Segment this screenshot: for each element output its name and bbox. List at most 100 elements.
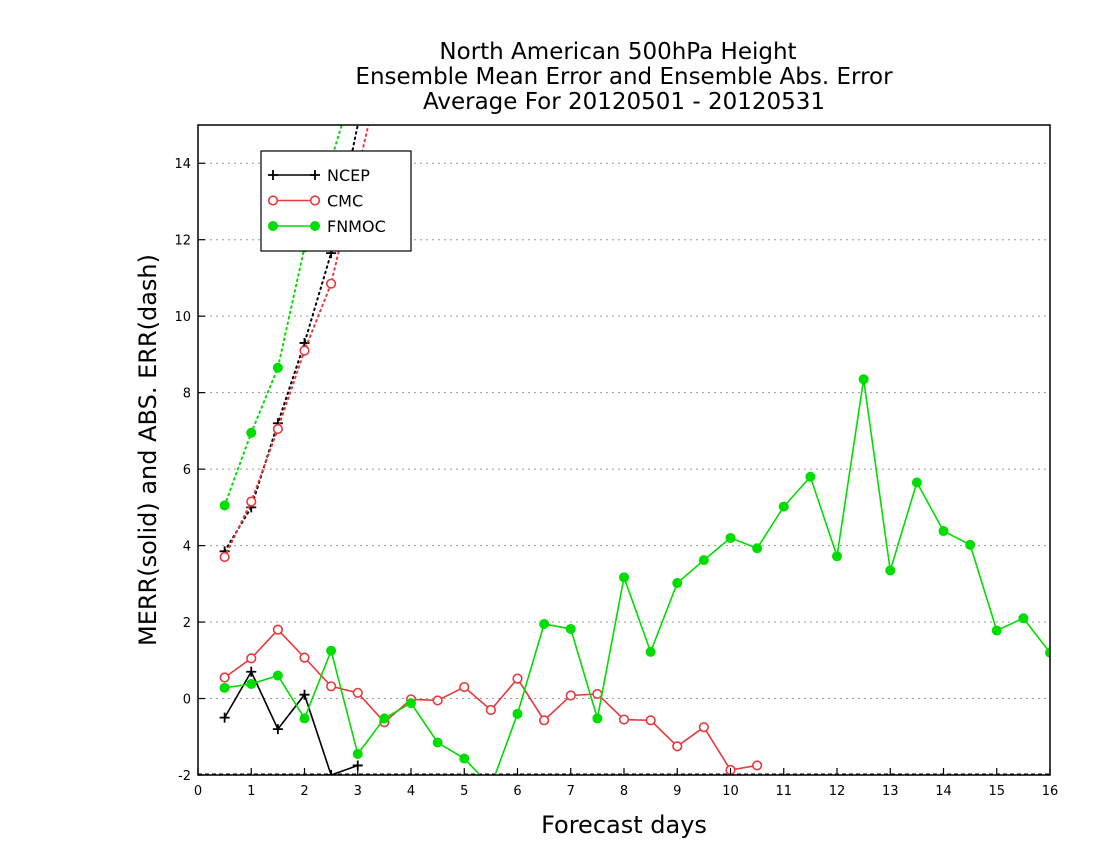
fnmoc-merr-point: [272, 670, 283, 681]
fnmoc-abs-err-point: [272, 362, 283, 373]
cmc-merr-point: [299, 652, 310, 663]
y-tick-label: 2: [183, 616, 191, 631]
cmc-merr-point: [272, 624, 283, 635]
fnmoc-merr-point: [672, 578, 683, 589]
fnmoc-merr-point: [1018, 613, 1029, 624]
ncep-merr-point: [299, 689, 310, 700]
ncep-merr-point: [272, 724, 283, 735]
x-tick-label: 14: [935, 784, 952, 799]
fnmoc-merr-point: [832, 551, 842, 562]
fnmoc-merr-point: [219, 682, 230, 693]
cmc-merr-point: [219, 672, 230, 683]
ncep-merr-point: [326, 770, 337, 775]
ncep-merr-point: [246, 666, 257, 677]
fnmoc-merr-point: [805, 471, 816, 482]
x-tick-label: 3: [354, 784, 362, 799]
y-tick-label: 6: [183, 463, 191, 478]
cmc-merr-point: [565, 690, 576, 701]
chart-title-line-3: Average For 20120501 - 20120531: [423, 89, 825, 115]
cmc-merr-point: [352, 687, 363, 698]
fnmoc-merr-point: [965, 539, 976, 550]
cmc-merr-point: [246, 653, 257, 664]
fnmoc-merr-point: [379, 713, 390, 724]
fnmoc-merr-point: [326, 645, 337, 656]
fnmoc-merr-point: [619, 572, 629, 583]
fnmoc-merr-point: [246, 679, 257, 689]
legend-marker-fnmoc: [310, 221, 320, 231]
x-tick-label: 7: [567, 784, 575, 799]
cmc-abs-err-point: [299, 345, 310, 356]
x-tick-label: 10: [722, 784, 739, 799]
y-axis-label: MERR(solid) and ABS. ERR(dash): [134, 254, 162, 646]
fnmoc-merr-point: [406, 698, 416, 709]
cmc-merr-point: [645, 715, 656, 726]
y-tick-label: 12: [174, 234, 191, 249]
x-tick-label: 4: [407, 784, 415, 799]
cmc-abs-err-point: [246, 496, 257, 507]
fnmoc-merr-point: [991, 625, 1002, 636]
cmc-merr-point: [539, 715, 550, 726]
fnmoc-merr-point: [645, 646, 656, 657]
legend-marker-ncep: [310, 170, 320, 180]
cmc-merr-point: [432, 695, 443, 706]
x-tick-label: 9: [673, 784, 681, 799]
x-tick-label: 6: [513, 784, 521, 799]
cmc-merr-point: [326, 681, 337, 692]
legend-marker-cmc: [309, 195, 321, 206]
legend-marker-fnmoc: [268, 221, 278, 231]
fnmoc-merr-point: [539, 618, 550, 629]
fnmoc-merr-point: [885, 565, 896, 576]
legend-label-ncep: NCEP: [327, 166, 370, 185]
cmc-merr-point: [512, 673, 523, 684]
x-axis-label: Forecast days: [541, 811, 707, 839]
chart-title-line-1: North American 500hPa Height: [439, 39, 796, 65]
fnmoc-abs-err-point: [219, 500, 230, 511]
fnmoc-merr-point: [565, 623, 576, 634]
y-tick-label: 4: [183, 540, 191, 555]
fnmoc-merr-point: [432, 737, 443, 748]
fnmoc-abs-err-point: [246, 427, 257, 438]
chart-title-line-2: Ensemble Mean Error and Ensemble Abs. Er…: [355, 64, 893, 90]
cmc-merr-point: [752, 760, 763, 771]
fnmoc-merr-point: [778, 501, 789, 512]
grid-lines: [198, 162, 1050, 775]
fnmoc-merr-point: [299, 713, 310, 724]
fnmoc-merr-point: [725, 532, 736, 543]
legend-marker-ncep: [268, 170, 278, 180]
x-tick-label: 0: [194, 784, 202, 799]
y-tick-label: 14: [174, 157, 191, 172]
cmc-merr-point: [698, 722, 709, 733]
cmc-abs-err-point: [326, 278, 337, 289]
legend-marker-cmc: [267, 195, 279, 206]
cmc-merr-point: [618, 714, 630, 725]
cmc-merr-point: [459, 681, 470, 693]
cmc-abs-err-line: [223, 125, 370, 559]
ncep-abs-err-line: [223, 125, 359, 553]
fnmoc-merr-line: [224, 379, 1050, 775]
y-tick-label: -2: [178, 769, 191, 784]
x-tick-label: 1: [247, 784, 255, 799]
legend-label-fnmoc: FNMOC: [327, 217, 386, 236]
fnmoc-merr-point: [592, 713, 603, 724]
ncep-merr-line: [223, 670, 359, 775]
x-tick-label: 12: [829, 784, 846, 799]
cmc-merr-point: [672, 741, 683, 752]
cmc-abs-err-point: [219, 551, 230, 563]
fnmoc-merr-point: [938, 526, 949, 537]
ncep-merr-point: [219, 712, 230, 723]
x-tick-label: 8: [620, 784, 628, 799]
y-tick-label: 8: [183, 387, 191, 402]
fnmoc-merr-point: [1045, 647, 1050, 658]
x-tick-label: 5: [460, 784, 468, 799]
fnmoc-merr-point: [698, 555, 709, 566]
fnmoc-merr-point: [512, 708, 523, 719]
x-tick-label: 2: [300, 784, 308, 799]
y-tick-label: 10: [174, 310, 191, 325]
fnmoc-merr-point: [752, 543, 763, 554]
fnmoc-merr-point: [352, 748, 363, 759]
fnmoc-merr-point: [459, 753, 470, 764]
legend: NCEP CMC FNMOC: [260, 150, 412, 252]
legend-label-cmc: CMC: [327, 192, 363, 211]
